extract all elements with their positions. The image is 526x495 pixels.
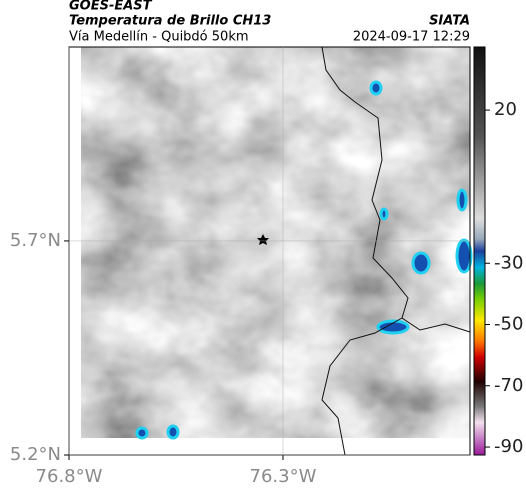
colorbar <box>473 46 486 456</box>
map-panel <box>68 46 473 456</box>
colorbar-label: 20 <box>494 99 517 120</box>
region: Vía Medellín - Quibdó 50km <box>69 30 249 45</box>
y-tick-label: 5.2°N <box>10 444 61 465</box>
product: Temperatura de Brillo CH13 <box>69 14 271 29</box>
x-tick-label: 76.3°W <box>250 466 317 487</box>
colorbar-label: -70 <box>494 375 523 396</box>
satellite-image <box>81 47 470 438</box>
source: SIATA <box>429 14 470 29</box>
x-tick-label: 76.8°W <box>36 466 103 487</box>
y-tick-label: 5.7°N <box>10 230 61 251</box>
colorbar-label: -90 <box>494 436 523 457</box>
colorbar-label: -50 <box>494 314 523 335</box>
location-star <box>257 234 269 245</box>
colorbar-label: -30 <box>494 252 523 273</box>
datetime: 2024-09-17 12:29 <box>353 30 470 45</box>
cold-clouds <box>135 80 473 440</box>
satellite: GOES-EAST <box>69 0 153 14</box>
boundary <box>321 46 471 456</box>
